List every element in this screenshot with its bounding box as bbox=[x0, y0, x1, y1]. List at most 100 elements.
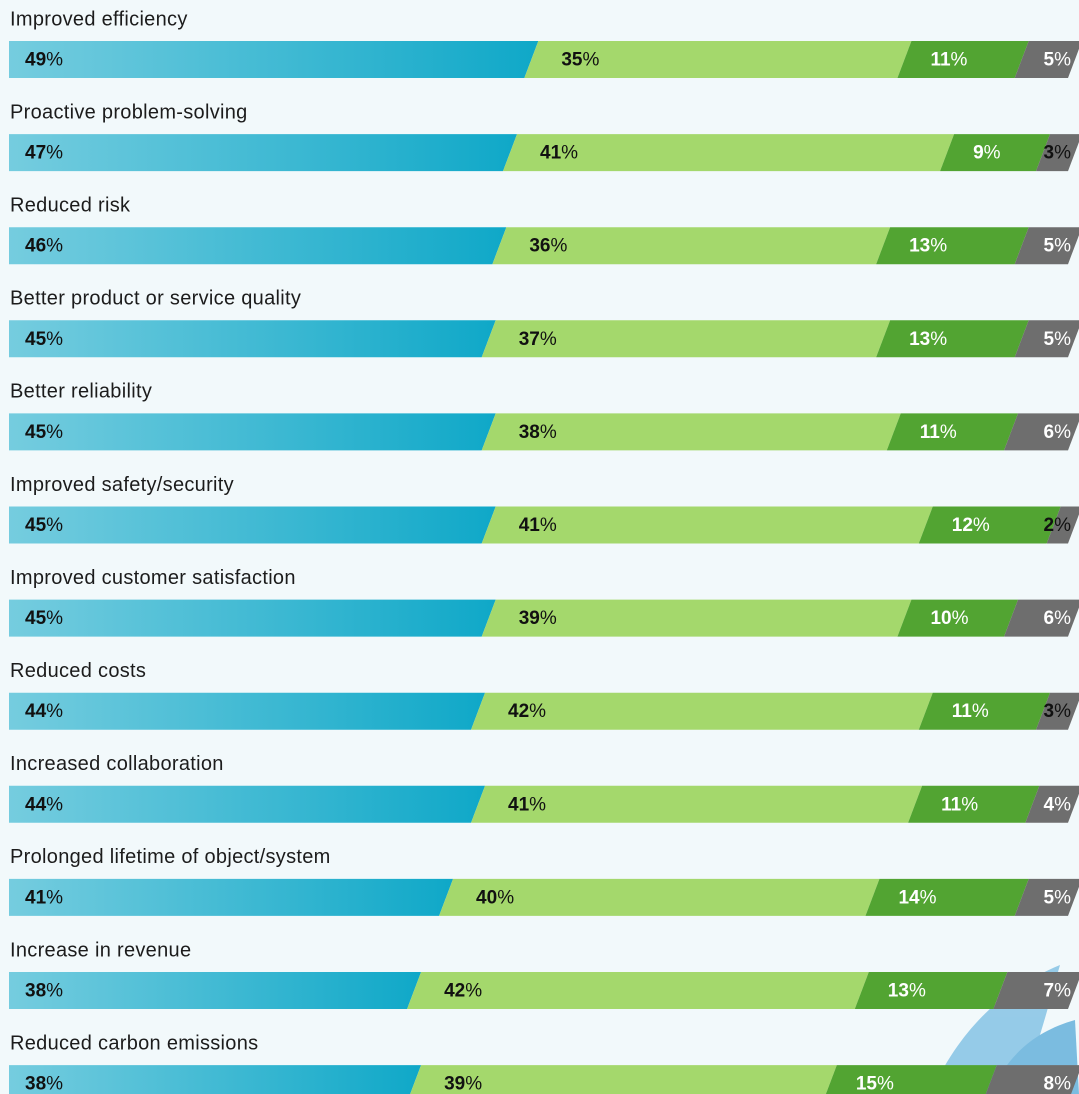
bar-segment bbox=[9, 1065, 422, 1094]
value-label: 37% bbox=[519, 329, 557, 350]
value-label: 11% bbox=[952, 701, 989, 722]
value-label: 5% bbox=[1044, 50, 1072, 71]
category-label: Improved safety/security bbox=[10, 474, 234, 496]
bar-segment bbox=[9, 785, 486, 823]
value-label: 11% bbox=[920, 422, 957, 443]
value-label: 38% bbox=[25, 981, 63, 1002]
bar-segment bbox=[9, 320, 496, 358]
value-label: 38% bbox=[25, 1074, 63, 1094]
bar-segment bbox=[1036, 134, 1079, 172]
value-label: 8% bbox=[1044, 1074, 1072, 1094]
value-label: 12% bbox=[952, 515, 990, 536]
value-label: 13% bbox=[888, 981, 926, 1002]
bar-segment bbox=[481, 506, 933, 544]
value-label: 6% bbox=[1044, 422, 1072, 443]
value-label: 45% bbox=[25, 422, 63, 443]
bar-segment bbox=[439, 878, 880, 916]
bar-segment bbox=[471, 785, 923, 823]
bar-segment bbox=[876, 227, 1029, 265]
value-label: 45% bbox=[25, 515, 63, 536]
category-label: Proactive problem-solving bbox=[10, 101, 248, 123]
category-label: Increased collaboration bbox=[10, 753, 224, 775]
value-label: 11% bbox=[941, 794, 978, 815]
bar-segment bbox=[940, 134, 1051, 172]
bar-segment bbox=[481, 320, 891, 358]
value-label: 3% bbox=[1044, 701, 1072, 722]
bar-segment bbox=[9, 692, 486, 730]
value-label: 41% bbox=[540, 143, 578, 164]
bar-segment bbox=[876, 320, 1029, 358]
value-label: 45% bbox=[25, 329, 63, 350]
bar-segment bbox=[407, 972, 869, 1009]
bar-segment bbox=[1025, 785, 1079, 823]
category-label: Reduced costs bbox=[10, 660, 146, 682]
bar-segment bbox=[1014, 878, 1079, 916]
value-label: 7% bbox=[1044, 981, 1072, 1002]
value-label: 5% bbox=[1044, 236, 1072, 257]
bar-segment bbox=[9, 506, 496, 544]
bar-segment bbox=[897, 599, 1019, 637]
value-label: 4% bbox=[1044, 794, 1072, 815]
value-label: 2% bbox=[1044, 515, 1072, 536]
value-label: 45% bbox=[25, 608, 63, 629]
value-label: 13% bbox=[909, 236, 947, 257]
value-label: 14% bbox=[898, 887, 936, 908]
bar-segment bbox=[9, 972, 422, 1009]
value-label: 42% bbox=[444, 981, 482, 1002]
bar-segment bbox=[410, 1065, 837, 1094]
value-label: 9% bbox=[973, 143, 1001, 164]
bar-segment bbox=[9, 134, 518, 172]
bar-segment bbox=[897, 41, 1029, 78]
value-label: 39% bbox=[444, 1074, 482, 1094]
value-label: 35% bbox=[561, 50, 599, 71]
bar-segment bbox=[9, 599, 496, 637]
bar-segment bbox=[481, 599, 912, 637]
bar-segment bbox=[1004, 413, 1079, 451]
bar-segment bbox=[524, 41, 912, 78]
bar-segment bbox=[993, 972, 1079, 1009]
category-label: Improved efficiency bbox=[10, 8, 188, 30]
value-label: 41% bbox=[508, 794, 546, 815]
value-label: 11% bbox=[930, 50, 967, 71]
value-label: 36% bbox=[529, 236, 567, 257]
value-label: 10% bbox=[930, 608, 968, 629]
bar-segment bbox=[1014, 41, 1079, 78]
category-label: Better product or service quality bbox=[10, 288, 301, 310]
bar-segment bbox=[918, 506, 1061, 544]
value-label: 41% bbox=[25, 887, 63, 908]
bar-segment bbox=[503, 134, 955, 172]
bar-segment bbox=[492, 227, 891, 265]
bar-segment bbox=[854, 972, 1008, 1009]
category-label: Reduced carbon emissions bbox=[10, 1032, 258, 1054]
value-label: 46% bbox=[25, 236, 63, 257]
bar-segment bbox=[1046, 506, 1079, 544]
value-label: 47% bbox=[25, 143, 63, 164]
bar-segment bbox=[471, 692, 933, 730]
bar-segment bbox=[918, 692, 1051, 730]
bar-segment bbox=[9, 413, 496, 451]
category-label: Better reliability bbox=[10, 381, 152, 403]
bar-segment bbox=[865, 878, 1029, 916]
category-label: Increase in revenue bbox=[10, 939, 191, 961]
value-label: 15% bbox=[856, 1074, 894, 1094]
value-label: 49% bbox=[25, 50, 63, 71]
value-label: 3% bbox=[1044, 143, 1072, 164]
value-label: 44% bbox=[25, 701, 63, 722]
value-label: 13% bbox=[909, 329, 947, 350]
value-label: 5% bbox=[1044, 887, 1072, 908]
bar-segment bbox=[9, 41, 539, 78]
value-label: 42% bbox=[508, 701, 546, 722]
value-label: 39% bbox=[519, 608, 557, 629]
bar-segment bbox=[1004, 599, 1079, 637]
value-label: 5% bbox=[1044, 329, 1072, 350]
bar-segment bbox=[9, 227, 507, 265]
category-label: Reduced risk bbox=[10, 194, 131, 216]
bar-segment bbox=[481, 413, 901, 451]
bar-segment bbox=[9, 878, 454, 916]
bar-segment bbox=[908, 785, 1040, 823]
category-label: Improved customer satisfaction bbox=[10, 567, 296, 589]
bar-segment bbox=[1014, 320, 1079, 358]
value-label: 6% bbox=[1044, 608, 1072, 629]
